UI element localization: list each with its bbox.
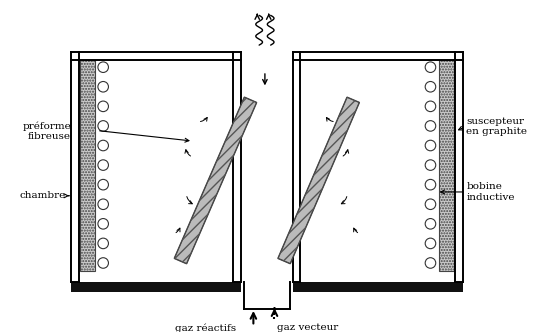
Text: gaz vecteur: gaz vecteur [277,323,338,332]
Polygon shape [174,97,257,264]
Bar [79,59,95,271]
Polygon shape [278,97,360,264]
Text: suscepteur
en graphite: suscepteur en graphite [466,117,528,136]
Text: gaz réactifs: gaz réactifs [175,323,236,332]
Text: préforme
fibreuse: préforme fibreuse [22,122,71,141]
Bar [71,282,241,292]
Bar [438,59,454,271]
Text: bobine
inductive: bobine inductive [466,182,515,202]
Text: chambre: chambre [19,191,65,200]
Bar [293,282,462,292]
